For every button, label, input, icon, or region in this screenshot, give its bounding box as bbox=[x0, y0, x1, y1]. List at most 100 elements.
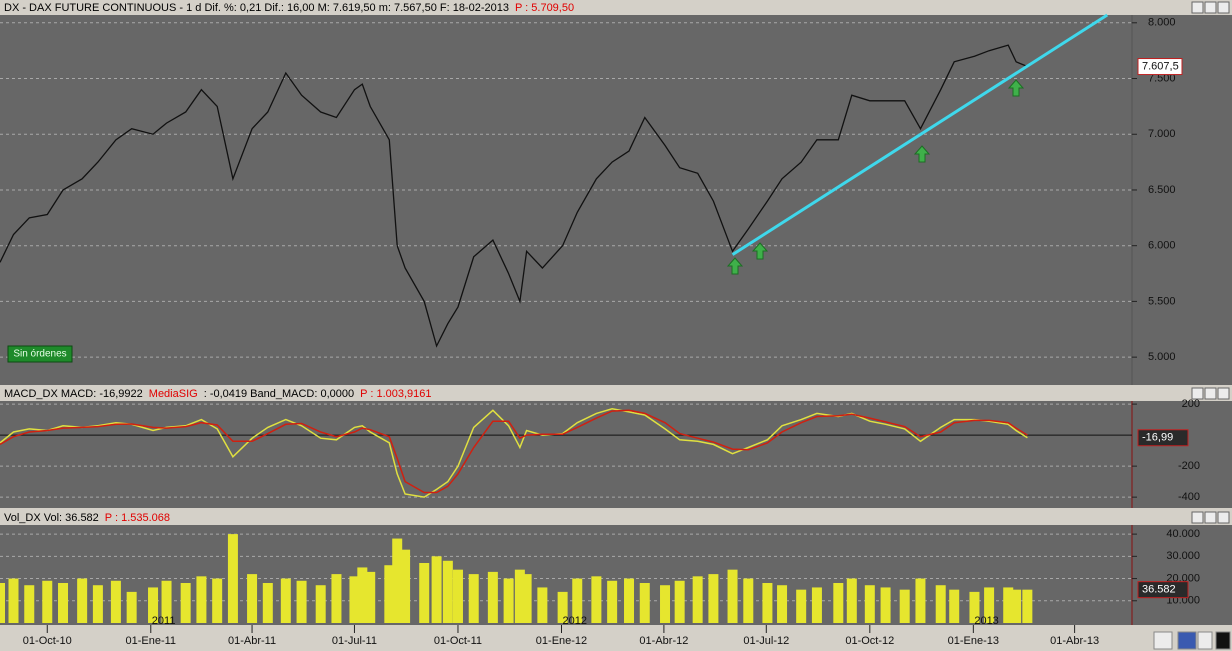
volume-bar bbox=[899, 589, 910, 623]
panel-header-text: P : 1.003,9161 bbox=[360, 388, 431, 400]
volume-bar bbox=[431, 556, 442, 623]
bottom-toolbar bbox=[1153, 631, 1231, 650]
volume-bar bbox=[915, 578, 926, 623]
x-tick-label: 01-Ene-12 bbox=[536, 635, 587, 647]
window-max-button[interactable] bbox=[1204, 511, 1217, 524]
volume-bar bbox=[126, 591, 137, 623]
volume-bar bbox=[384, 565, 395, 623]
volume-bar bbox=[452, 569, 463, 623]
volume-bar bbox=[227, 534, 238, 623]
orders-button[interactable] bbox=[7, 345, 73, 363]
window-max-button[interactable] bbox=[1204, 387, 1217, 400]
volume-bar bbox=[935, 585, 946, 623]
volume-bar bbox=[692, 576, 703, 623]
volume-bar bbox=[708, 574, 719, 623]
volume-bar bbox=[607, 580, 618, 623]
volume-bar bbox=[864, 585, 875, 623]
volume-bar bbox=[58, 583, 69, 623]
volume-bar bbox=[24, 585, 35, 623]
volume-bar bbox=[110, 580, 121, 623]
volume-bar bbox=[315, 585, 326, 623]
volume-bar bbox=[503, 578, 514, 623]
volume-bar bbox=[419, 563, 430, 623]
toolbar-button[interactable] bbox=[1177, 631, 1197, 650]
volume-bar bbox=[557, 591, 568, 623]
panel-header-text: P : 1.535.068 bbox=[105, 512, 170, 524]
x-tick-label: 01-Abr-13 bbox=[1050, 635, 1099, 647]
volume-bar bbox=[0, 583, 5, 623]
y-tick-label: 7.500 bbox=[1148, 72, 1176, 84]
volume-bar bbox=[180, 583, 191, 623]
window-max-button[interactable] bbox=[1204, 1, 1217, 14]
window-close-button[interactable] bbox=[1217, 1, 1230, 14]
volume-bar bbox=[357, 567, 368, 623]
signal-arrow bbox=[751, 242, 769, 260]
volume-bar bbox=[161, 580, 172, 623]
volume-bar bbox=[514, 569, 525, 623]
y-tick-label: 6.000 bbox=[1148, 240, 1176, 252]
trendline bbox=[731, 13, 1109, 256]
volume-bar bbox=[196, 576, 207, 623]
volume-bar bbox=[148, 587, 159, 623]
volume-bar bbox=[8, 578, 19, 623]
volume-bar bbox=[660, 585, 671, 623]
volume-bar bbox=[247, 574, 258, 623]
window-min-button[interactable] bbox=[1191, 1, 1204, 14]
volume-bar bbox=[1022, 589, 1033, 623]
series-line bbox=[0, 409, 1028, 494]
year-label: 2012 bbox=[562, 615, 586, 627]
volume-bar bbox=[674, 580, 685, 623]
window-min-button[interactable] bbox=[1191, 387, 1204, 400]
window-close-button[interactable] bbox=[1217, 511, 1230, 524]
volume-bar bbox=[442, 560, 453, 623]
volume-bar bbox=[392, 538, 403, 623]
volume-bar bbox=[969, 591, 980, 623]
volume-bar bbox=[92, 585, 103, 623]
volume-bar bbox=[331, 574, 342, 623]
panel-header bbox=[0, 386, 1232, 401]
volume-bar bbox=[624, 578, 635, 623]
y-tick-label: 30.000 bbox=[1166, 550, 1200, 562]
panel-plot bbox=[0, 401, 1232, 508]
volume-bar bbox=[212, 578, 223, 623]
last-value-box bbox=[1137, 58, 1183, 76]
volume-bar bbox=[1011, 589, 1022, 623]
y-tick-label: -400 bbox=[1178, 491, 1200, 503]
last-value-box bbox=[1137, 581, 1189, 599]
x-tick-label: 01-Abr-11 bbox=[228, 635, 276, 647]
volume-bar bbox=[400, 549, 411, 623]
panel-header-text: Vol_DX Vol: 36.582 bbox=[4, 512, 99, 524]
volume-bar bbox=[762, 583, 773, 623]
volume-bar bbox=[537, 587, 548, 623]
volume-bar bbox=[262, 583, 273, 623]
volume-bar bbox=[949, 589, 960, 623]
signal-arrow bbox=[1007, 79, 1025, 97]
volume-bar bbox=[796, 589, 807, 623]
volume-bar bbox=[846, 578, 857, 623]
volume-bar bbox=[280, 578, 291, 623]
volume-bar bbox=[572, 578, 583, 623]
signal-arrow bbox=[913, 145, 931, 163]
volume-bar bbox=[349, 576, 360, 623]
toolbar-button[interactable] bbox=[1215, 631, 1231, 650]
x-tick-label: 01-Jul-12 bbox=[743, 635, 789, 647]
volume-bar bbox=[296, 580, 307, 623]
toolbar-button[interactable] bbox=[1197, 631, 1213, 650]
last-value-label: 7.607,5 bbox=[1142, 60, 1179, 72]
y-tick-label: 40.000 bbox=[1166, 528, 1200, 540]
last-value-label: -16,99 bbox=[1142, 432, 1173, 444]
volume-bar bbox=[833, 583, 844, 623]
year-label: 2013 bbox=[974, 615, 998, 627]
orders-button-label: Sin órdenes bbox=[13, 349, 66, 360]
toolbar-button[interactable] bbox=[1153, 631, 1173, 650]
x-tick-label: 01-Abr-12 bbox=[639, 635, 688, 647]
panel-header-text: DX - DAX FUTURE CONTINUOUS - 1 d Dif. %:… bbox=[4, 2, 509, 14]
window-close-button[interactable] bbox=[1217, 387, 1230, 400]
x-tick-label: 01-Ene-11 bbox=[126, 635, 177, 647]
window-min-button[interactable] bbox=[1191, 511, 1204, 524]
x-tick-label: 01-Oct-12 bbox=[845, 635, 894, 647]
volume-bar bbox=[521, 574, 532, 623]
volume-bar bbox=[811, 587, 822, 623]
volume-bar bbox=[487, 571, 498, 623]
